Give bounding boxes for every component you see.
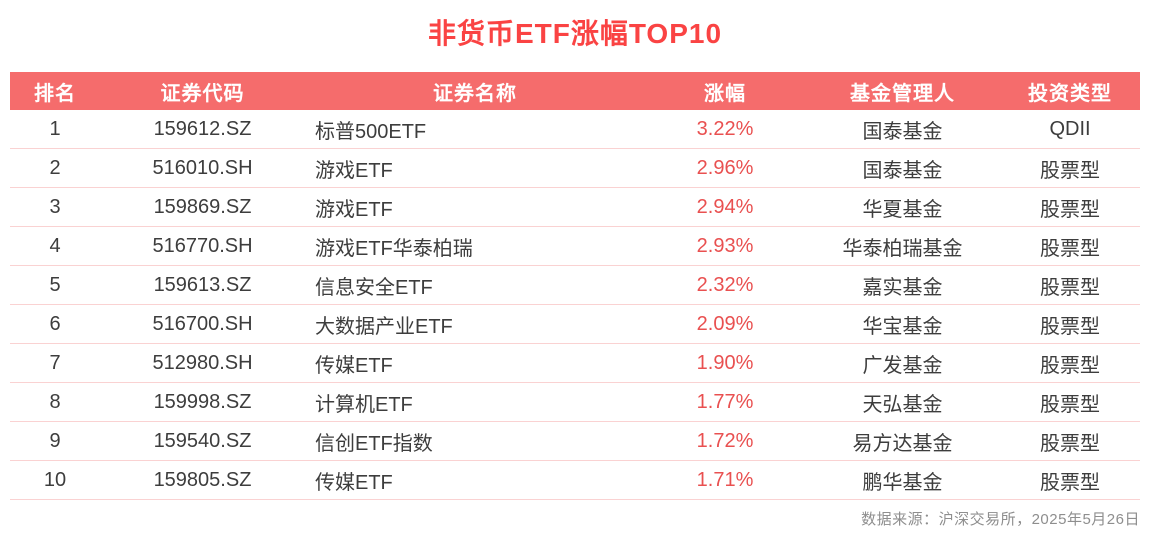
code-cell: 516700.SH <box>100 304 305 344</box>
name-cell: 游戏ETF <box>305 187 645 227</box>
change-cell: 3.22% <box>645 110 805 149</box>
code-cell: 516770.SH <box>100 226 305 266</box>
change-cell: 1.77% <box>645 382 805 422</box>
rank-cell: 5 <box>10 265 100 305</box>
type-cell: 股票型 <box>1000 343 1140 383</box>
rank-cell: 1 <box>10 110 100 149</box>
manager-cell: 国泰基金 <box>805 148 1000 188</box>
manager-cell: 华泰柏瑞基金 <box>805 226 1000 266</box>
name-cell: 游戏ETF <box>305 148 645 188</box>
manager-cell: 国泰基金 <box>805 110 1000 149</box>
type-cell: 股票型 <box>1000 148 1140 188</box>
manager-cell: 易方达基金 <box>805 421 1000 461</box>
type-cell: 股票型 <box>1000 421 1140 461</box>
table-header: 排名 证券代码 证券名称 涨幅 基金管理人 投资类型 <box>10 72 1140 110</box>
change-cell: 2.94% <box>645 187 805 227</box>
code-cell: 159540.SZ <box>100 421 305 461</box>
table-row: 5 159613.SZ 信息安全ETF 2.32% 嘉实基金 股票型 <box>10 265 1140 305</box>
manager-cell: 鹏华基金 <box>805 460 1000 500</box>
rank-cell: 4 <box>10 226 100 266</box>
name-cell: 计算机ETF <box>305 382 645 422</box>
rank-cell: 9 <box>10 421 100 461</box>
code-cell: 512980.SH <box>100 343 305 383</box>
chart-title: 非货币ETF涨幅TOP10 <box>427 18 723 49</box>
manager-cell: 天弘基金 <box>805 382 1000 422</box>
change-cell: 1.71% <box>645 460 805 500</box>
rank-cell: 6 <box>10 304 100 344</box>
change-cell: 1.72% <box>645 421 805 461</box>
manager-cell: 广发基金 <box>805 343 1000 383</box>
change-cell: 2.96% <box>645 148 805 188</box>
name-cell: 标普500ETF <box>305 110 645 149</box>
name-cell: 信创ETF指数 <box>305 421 645 461</box>
table-header-row: 排名 证券代码 证券名称 涨幅 基金管理人 投资类型 <box>10 72 1140 110</box>
header-code: 证券代码 <box>100 72 305 110</box>
code-cell: 516010.SH <box>100 148 305 188</box>
manager-cell: 华夏基金 <box>805 187 1000 227</box>
manager-cell: 嘉实基金 <box>805 265 1000 305</box>
change-cell: 1.90% <box>645 343 805 383</box>
rank-cell: 3 <box>10 187 100 227</box>
manager-cell: 华宝基金 <box>805 304 1000 344</box>
type-cell: 股票型 <box>1000 226 1140 266</box>
table-row: 6 516700.SH 大数据产业ETF 2.09% 华宝基金 股票型 <box>10 304 1140 344</box>
code-cell: 159869.SZ <box>100 187 305 227</box>
change-cell: 2.32% <box>645 265 805 305</box>
rank-cell: 10 <box>10 460 100 500</box>
name-cell: 大数据产业ETF <box>305 304 645 344</box>
code-cell: 159613.SZ <box>100 265 305 305</box>
rank-cell: 7 <box>10 343 100 383</box>
type-cell: 股票型 <box>1000 187 1140 227</box>
table-row: 3 159869.SZ 游戏ETF 2.94% 华夏基金 股票型 <box>10 187 1140 227</box>
name-cell: 信息安全ETF <box>305 265 645 305</box>
name-cell: 游戏ETF华泰柏瑞 <box>305 226 645 266</box>
change-cell: 2.93% <box>645 226 805 266</box>
name-cell: 传媒ETF <box>305 460 645 500</box>
table-row: 2 516010.SH 游戏ETF 2.96% 国泰基金 股票型 <box>10 148 1140 188</box>
type-cell: 股票型 <box>1000 382 1140 422</box>
change-cell: 2.09% <box>645 304 805 344</box>
type-cell: 股票型 <box>1000 460 1140 500</box>
header-name: 证券名称 <box>305 72 645 110</box>
table-row: 4 516770.SH 游戏ETF华泰柏瑞 2.93% 华泰柏瑞基金 股票型 <box>10 226 1140 266</box>
table-body: 1 159612.SZ 标普500ETF 3.22% 国泰基金 QDII 2 516010.S… <box>10 110 1140 500</box>
code-cell: 159612.SZ <box>100 110 305 149</box>
name-cell: 传媒ETF <box>305 343 645 383</box>
table-row: 10 159805.SZ 传媒ETF 1.71% 鹏华基金 股票型 <box>10 460 1140 500</box>
type-cell: QDII <box>1000 110 1140 149</box>
data-source-note: 数据来源：沪深交易所，2025年5月26日 <box>861 511 1140 528</box>
header-invest-type: 投资类型 <box>1000 72 1140 110</box>
table-row: 1 159612.SZ 标普500ETF 3.22% 国泰基金 QDII <box>10 110 1140 149</box>
code-cell: 159998.SZ <box>100 382 305 422</box>
code-cell: 159805.SZ <box>100 460 305 500</box>
table-row: 8 159998.SZ 计算机ETF 1.77% 天弘基金 股票型 <box>10 382 1140 422</box>
rank-cell: 8 <box>10 382 100 422</box>
type-cell: 股票型 <box>1000 265 1140 305</box>
header-rank: 排名 <box>10 72 100 110</box>
header-manager: 基金管理人 <box>805 72 1000 110</box>
type-cell: 股票型 <box>1000 304 1140 344</box>
table-row: 7 512980.SH 传媒ETF 1.90% 广发基金 股票型 <box>10 343 1140 383</box>
etf-table: 排名 证券代码 证券名称 涨幅 基金管理人 投资类型 1 159612.SZ 标普5… <box>10 72 1140 500</box>
header-change: 涨幅 <box>645 72 805 110</box>
table-row: 9 159540.SZ 信创ETF指数 1.72% 易方达基金 股票型 <box>10 421 1140 461</box>
rank-cell: 2 <box>10 148 100 188</box>
